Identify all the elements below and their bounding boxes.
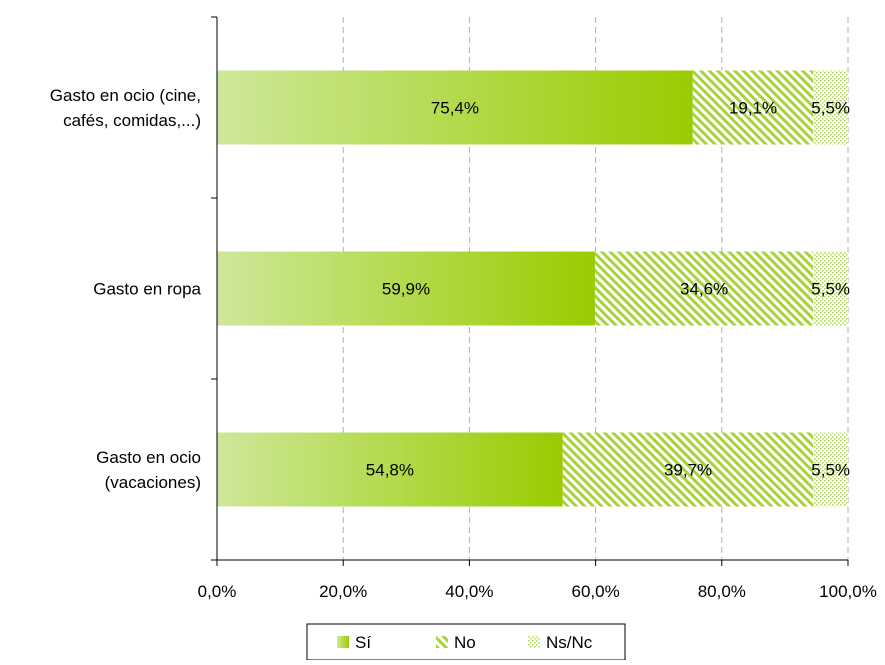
category-label: Gasto en ocio (96, 448, 201, 467)
legend-swatch-no (436, 636, 448, 648)
legend-label: No (454, 633, 476, 652)
x-tick-label: 80,0% (698, 582, 746, 601)
bar-segment-si (217, 432, 563, 507)
category-label: Gasto en ocio (cine, (50, 86, 201, 105)
legend-label: Sí (355, 633, 371, 652)
bar-segment-si (217, 251, 595, 326)
data-label: 75,4% (431, 99, 479, 118)
bar-segment-no (562, 432, 814, 507)
x-tick-label: 100,0% (819, 582, 877, 601)
bar-segment-no (692, 70, 814, 145)
category-label: Gasto en ropa (93, 280, 201, 299)
x-tick-label: 20,0% (319, 582, 367, 601)
data-label: 39,7% (664, 461, 712, 480)
data-label: 54,8% (366, 461, 414, 480)
legend-box (306, 623, 626, 661)
data-label: 19,1% (729, 99, 777, 118)
category-label: (vacaciones) (105, 473, 201, 492)
bar-segment-si (217, 70, 693, 145)
category-label: cafés, comidas,...) (63, 111, 201, 130)
bar-segment-no (594, 251, 814, 326)
data-label: 5,5% (811, 461, 850, 480)
data-label: 34,6% (680, 280, 728, 299)
data-label: 59,9% (382, 280, 430, 299)
x-tick-label: 0,0% (198, 582, 237, 601)
bar-segment-nsnc (813, 432, 848, 507)
data-label: 5,5% (811, 99, 850, 118)
legend-label: Ns/Nc (546, 633, 593, 652)
x-tick-label: 40,0% (445, 582, 493, 601)
x-tick-label: 60,0% (571, 582, 619, 601)
data-label: 5,5% (811, 280, 850, 299)
bar-segment-nsnc (813, 251, 848, 326)
legend-swatch-si (337, 636, 349, 648)
bar-segment-nsnc (813, 70, 848, 145)
legend-swatch-nsnc (528, 636, 540, 648)
